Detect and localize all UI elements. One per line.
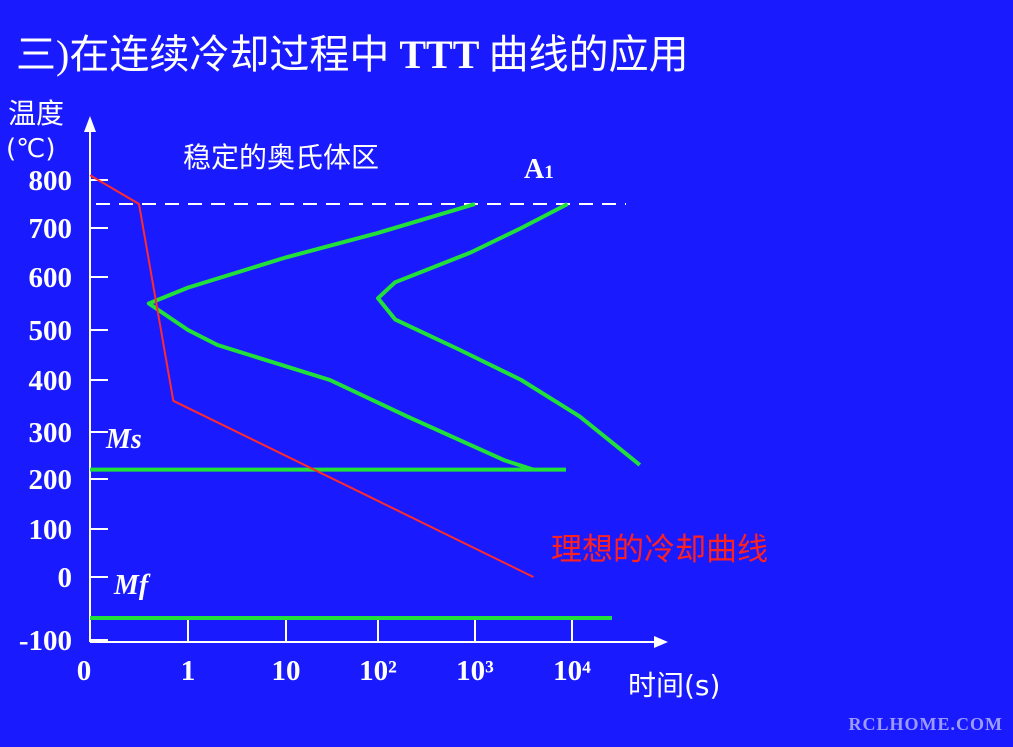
y-axis-arrow (84, 116, 96, 132)
a1-label: A1 (524, 154, 554, 186)
x-tick-label: 0 (77, 655, 92, 687)
y-tick-label: -100 (19, 625, 72, 657)
region-label: 稳定的奥氏体区 (183, 141, 380, 174)
y-tick-label: 0 (58, 562, 73, 594)
watermark: RCLHOME.COM (848, 714, 1003, 734)
x-tick-label: 10³ (456, 655, 494, 687)
x-tick-label: 10⁴ (553, 655, 591, 687)
y-axis-label: 温度 (8, 97, 65, 130)
transformation-start-curve (146, 202, 535, 472)
y-tick-label: 600 (29, 262, 73, 294)
y-tick-label: 500 (29, 315, 73, 347)
transformation-end-curve (376, 202, 642, 467)
x-axis-label: 时间(s) (628, 669, 721, 702)
y-axis-unit: (℃) (6, 134, 56, 164)
y-tick-label: 800 (29, 165, 73, 197)
ideal-curve-label: 理想的冷却曲线 (551, 532, 768, 568)
x-tick-label: 1 (181, 655, 196, 687)
title-ttt: TTT (389, 32, 489, 77)
y-tick-label: 400 (29, 365, 73, 397)
x-tick-label: 10² (359, 655, 397, 687)
y-tick-label: 300 (29, 417, 73, 449)
y-tick-label: 200 (29, 464, 73, 496)
ideal-cooling-curve (89, 174, 534, 578)
mf-label: Mf (114, 570, 149, 601)
x-axis-arrow (654, 636, 668, 648)
a1-main: A (524, 154, 545, 185)
y-tick-label: 700 (29, 213, 73, 245)
x-tick-label: 10 (272, 655, 301, 687)
title-suffix: 曲线的应用 (488, 32, 689, 77)
a1-sub: 1 (544, 162, 554, 183)
slide-title: 三)在连续冷却过程中 TTT 曲线的应用 (16, 22, 689, 80)
y-tick-label: 100 (29, 514, 73, 546)
title-prefix: 三)在连续冷却过程中 (16, 32, 390, 77)
ms-label: Ms (106, 424, 142, 455)
